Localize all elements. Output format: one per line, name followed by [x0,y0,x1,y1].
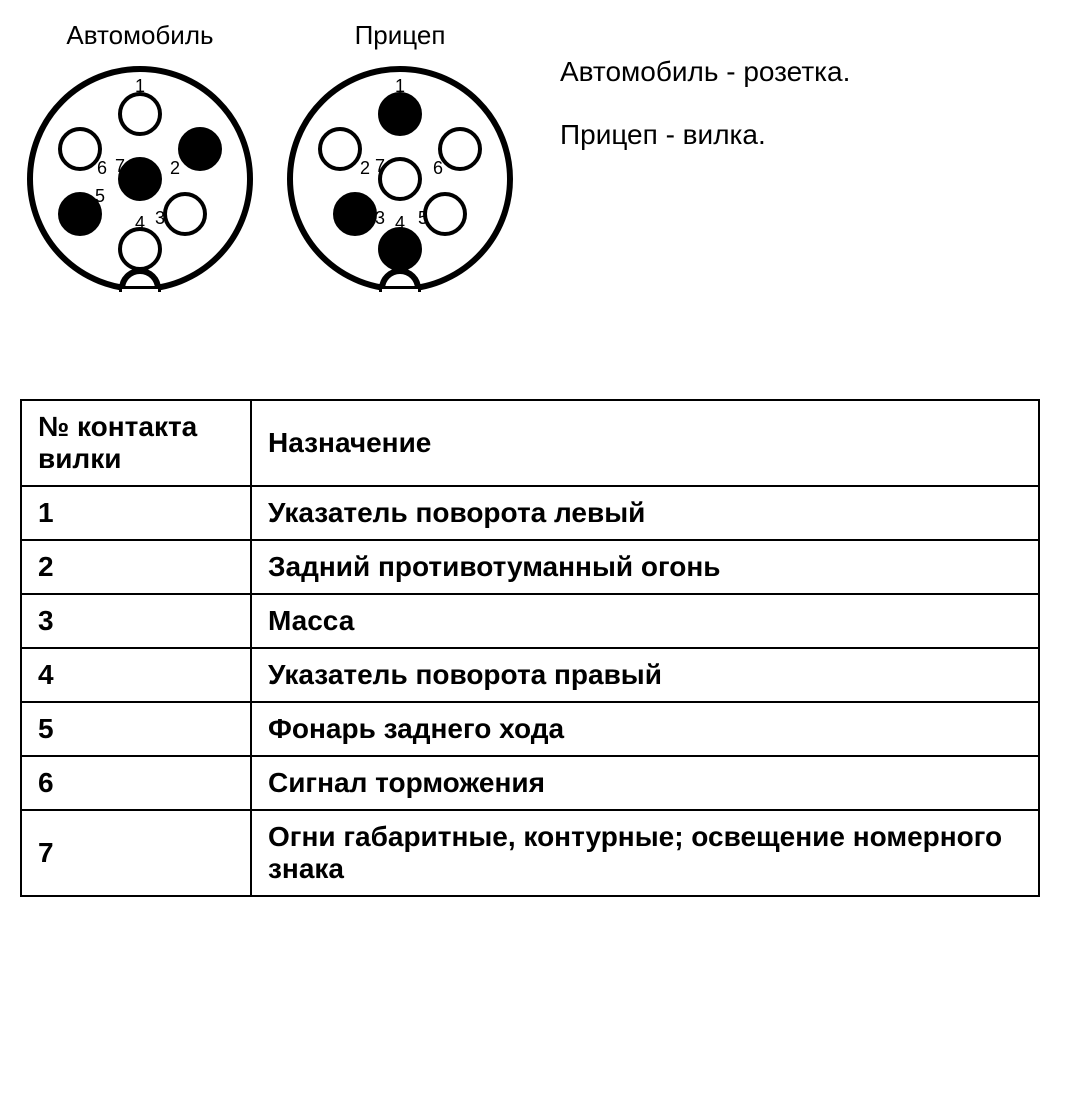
pin-table: № контакта вилки Назначение 1Указатель п… [20,399,1040,897]
pin-number-label: 7 [375,156,385,176]
cell-contact-number: 7 [21,810,251,896]
header-contact-number: № контакта вилки [21,400,251,486]
connector-diagram: 1 2 345 6 7 [280,59,520,299]
table-row: 7Огни габаритные, контурные; освещение н… [21,810,1039,896]
connector-block: Автомобиль 1 2 34 5 67 [20,20,260,299]
pin-number-label: 5 [95,186,105,206]
pin-number-label: 1 [135,76,145,96]
connector-diagram: 1 2 34 5 67 [20,59,260,299]
cell-contact-number: 2 [21,540,251,594]
pin-circle [165,194,205,234]
pin-circle [120,229,160,269]
cell-purpose: Указатель поворота правый [251,648,1039,702]
connector-block: Прицеп 1 2 345 6 7 [280,20,520,299]
table-row: 4Указатель поворота правый [21,648,1039,702]
pin-circle [120,159,160,199]
table-row: 6Сигнал торможения [21,756,1039,810]
legend-line-1: Автомобиль - розетка. [560,50,850,95]
pin-number-label: 4 [395,213,405,233]
cell-purpose: Указатель поворота левый [251,486,1039,540]
table-header-row: № контакта вилки Назначение [21,400,1039,486]
pin-number-label: 6 [433,158,443,178]
cell-contact-number: 1 [21,486,251,540]
pin-circle [320,129,360,169]
pin-number-label: 2 [360,158,370,178]
pin-circle [380,229,420,269]
table-row: 3Масса [21,594,1039,648]
connector-title: Прицеп [355,20,446,51]
cell-purpose: Огни габаритные, контурные; освещение но… [251,810,1039,896]
cell-contact-number: 5 [21,702,251,756]
pin-circle [380,159,420,199]
pin-circle [440,129,480,169]
cell-purpose: Фонарь заднего хода [251,702,1039,756]
connectors-row: Автомобиль1234567Прицеп1234567 [20,20,520,299]
pin-number-label: 5 [418,208,428,228]
pin-circle [120,94,160,134]
pin-circle [425,194,465,234]
cell-contact-number: 4 [21,648,251,702]
cell-contact-number: 6 [21,756,251,810]
pin-circle [60,129,100,169]
pin-number-label: 3 [375,208,385,228]
pin-number-label: 2 [170,158,180,178]
table-row: 2Задний противотуманный огонь [21,540,1039,594]
pin-number-label: 1 [395,76,405,96]
connector-title: Автомобиль [66,20,213,51]
cell-purpose: Сигнал торможения [251,756,1039,810]
top-section: Автомобиль1234567Прицеп1234567 Автомобил… [20,20,1060,299]
header-purpose: Назначение [251,400,1039,486]
table-row: 5Фонарь заднего хода [21,702,1039,756]
pin-number-label: 7 [115,156,125,176]
legend-block: Автомобиль - розетка. Прицеп - вилка. [560,20,850,176]
cell-purpose: Масса [251,594,1039,648]
cell-contact-number: 3 [21,594,251,648]
pin-circle [180,129,220,169]
cell-purpose: Задний противотуманный огонь [251,540,1039,594]
legend-line-2: Прицеп - вилка. [560,113,850,158]
pin-number-label: 4 [135,213,145,233]
pin-circle [335,194,375,234]
pin-circle [380,94,420,134]
table-row: 1Указатель поворота левый [21,486,1039,540]
pin-number-label: 6 [97,158,107,178]
pin-number-label: 3 [155,208,165,228]
